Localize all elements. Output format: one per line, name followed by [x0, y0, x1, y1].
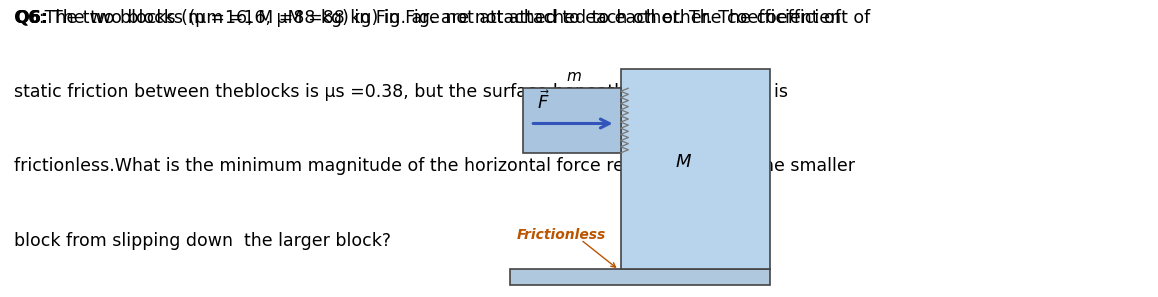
- Text: Q6:The two blocks (m =16, M =88 kg) in Fig. are not attached to each other. The : Q6:The two blocks (m =16, M =88 kg) in F…: [14, 9, 841, 27]
- Text: The two blocks (μm =16, μM =88 kg) in Fig. are not attached to each other. The c: The two blocks (μm =16, μM =88 kg) in Fi…: [52, 9, 871, 27]
- Bar: [510, 269, 770, 285]
- Text: $\vec{F}$: $\vec{F}$: [537, 90, 550, 113]
- Text: frictionless.What is the minimum magnitude of the horizontal force required to k: frictionless.What is the minimum magnitu…: [14, 157, 855, 176]
- Text: Frictionless: Frictionless: [516, 228, 606, 242]
- Bar: [523, 88, 621, 153]
- Text: Q6:: Q6:: [14, 9, 47, 27]
- Text: block from slipping down  the larger block?: block from slipping down the larger bloc…: [14, 232, 391, 250]
- Bar: [621, 69, 770, 269]
- Text: $M$: $M$: [675, 153, 691, 171]
- Text: Q6:: Q6:: [14, 9, 47, 27]
- Text: $m$: $m$: [566, 69, 581, 84]
- Text: static friction between theblocks is μs =0.38, but the surface beneath the large: static friction between theblocks is μs …: [14, 83, 787, 101]
